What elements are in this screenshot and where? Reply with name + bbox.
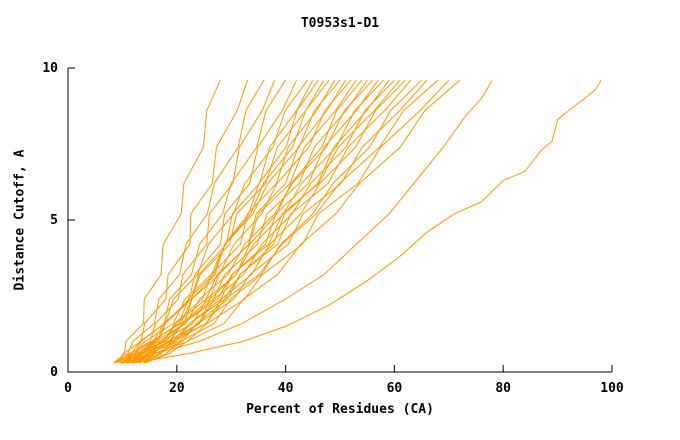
model-curve bbox=[137, 79, 379, 364]
model-curve bbox=[119, 80, 248, 364]
model-curve bbox=[128, 79, 439, 364]
axes bbox=[67, 68, 612, 373]
model-curve bbox=[114, 79, 265, 364]
model-curve bbox=[121, 79, 352, 364]
model-curve bbox=[138, 79, 406, 364]
y-tick-label: 5 bbox=[50, 213, 58, 228]
model-curve bbox=[126, 79, 357, 364]
model-curve bbox=[122, 79, 493, 364]
x-tick-label: 80 bbox=[495, 381, 511, 396]
model-curve bbox=[133, 79, 602, 364]
model-curve bbox=[142, 79, 363, 364]
x-tick-label: 100 bbox=[600, 381, 624, 396]
model-curve bbox=[145, 79, 461, 364]
x-tick-label: 20 bbox=[169, 381, 185, 396]
model-curve bbox=[115, 79, 308, 364]
model-curve bbox=[125, 80, 276, 364]
x-tick-label: 40 bbox=[278, 381, 294, 396]
model-curve bbox=[119, 79, 287, 364]
x-tick-label: 60 bbox=[387, 381, 403, 396]
y-tick-label: 10 bbox=[42, 61, 58, 76]
model-curve bbox=[122, 79, 401, 364]
x-tick-label: 0 bbox=[64, 381, 72, 396]
model-curve bbox=[126, 79, 330, 364]
y-tick-label: 0 bbox=[50, 365, 58, 380]
model-curve bbox=[133, 79, 395, 364]
model-curve bbox=[133, 79, 428, 364]
model-curve bbox=[139, 79, 450, 364]
chart-title: T0953s1-D1 bbox=[300, 16, 380, 31]
model-curve bbox=[130, 79, 297, 364]
model-curve bbox=[113, 79, 221, 364]
model-curve bbox=[115, 79, 341, 364]
x-axis-label: Percent of Residues (CA) bbox=[246, 402, 434, 417]
